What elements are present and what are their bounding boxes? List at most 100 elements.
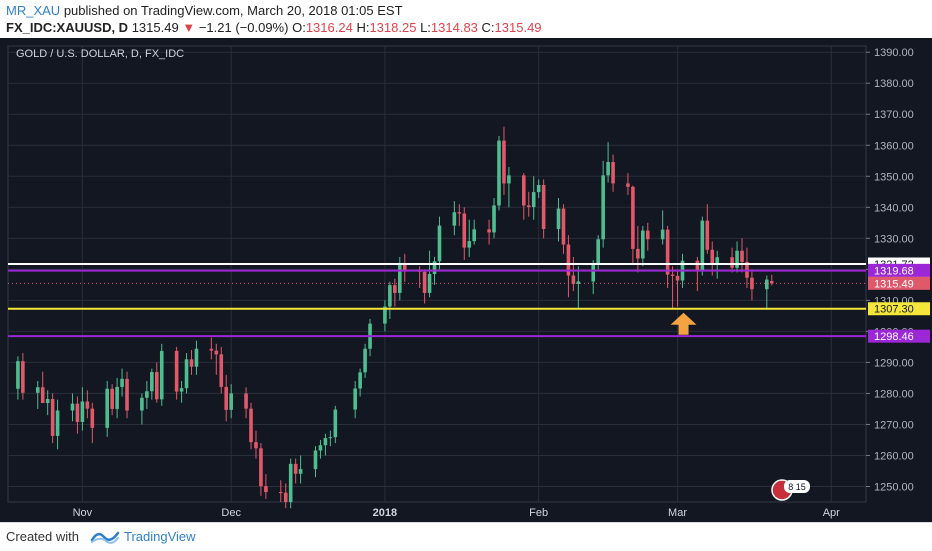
candle-down bbox=[561, 208, 566, 245]
candle-up bbox=[194, 348, 199, 367]
current-price-label: 1319.68 bbox=[874, 265, 914, 277]
candle-up bbox=[363, 348, 367, 373]
candle-up bbox=[427, 274, 432, 293]
candle-up bbox=[398, 263, 402, 293]
candle-up bbox=[606, 162, 610, 176]
candle-down bbox=[740, 250, 744, 262]
candle-up bbox=[288, 463, 293, 502]
candle-up bbox=[145, 391, 149, 398]
candle-up bbox=[184, 359, 189, 389]
close-label: C: bbox=[481, 20, 495, 35]
candle-up bbox=[318, 445, 323, 451]
candle-down bbox=[750, 277, 754, 290]
candle-down bbox=[521, 175, 526, 206]
y-tick-label: 1370.00 bbox=[874, 109, 914, 121]
candle-down bbox=[631, 186, 635, 249]
time-axis[interactable]: Nov Dec 2018 Feb Mar Apr bbox=[73, 507, 841, 519]
x-tick-label: Mar bbox=[668, 507, 687, 519]
candle-down bbox=[283, 492, 288, 502]
footer-bar: Created with TradingView bbox=[0, 522, 932, 551]
candle-up bbox=[437, 225, 442, 262]
candlestick-chart[interactable]: 1250.001260.001270.001280.001290.001300.… bbox=[0, 38, 932, 522]
candle-down bbox=[675, 275, 680, 281]
candle-up bbox=[179, 388, 184, 392]
candle-up bbox=[531, 192, 536, 207]
candle-up bbox=[229, 393, 233, 410]
y-tick-label: 1390.00 bbox=[874, 47, 914, 59]
candle-down bbox=[636, 248, 640, 259]
candle-up bbox=[601, 175, 605, 240]
candle-up bbox=[591, 265, 596, 282]
candle-up bbox=[536, 184, 541, 193]
candle-up bbox=[353, 388, 357, 410]
candle-up bbox=[432, 261, 437, 274]
candle-down bbox=[90, 408, 95, 428]
low-label: L: bbox=[420, 20, 431, 35]
candle-up bbox=[715, 257, 720, 265]
candle-up bbox=[467, 241, 472, 248]
symbol-label: FX_IDC:XAUUSD, D bbox=[6, 20, 129, 35]
price-axis[interactable]: 1250.001260.001270.001280.001290.001300.… bbox=[866, 47, 930, 493]
y-tick-label: 1350.00 bbox=[874, 171, 914, 183]
author-link[interactable]: MR_XAU bbox=[6, 3, 61, 18]
level-price-label-bg bbox=[868, 302, 930, 316]
x-tick-label: Nov bbox=[73, 507, 93, 519]
y-tick-label: 1260.00 bbox=[874, 450, 914, 462]
candle-down bbox=[705, 220, 710, 250]
candle-up bbox=[45, 399, 50, 404]
y-tick-label: 1360.00 bbox=[874, 140, 914, 152]
publish-header: MR_XAU published on TradingView.com, Mar… bbox=[0, 0, 932, 38]
x-tick-label: Feb bbox=[529, 507, 548, 519]
candle-up bbox=[383, 306, 387, 324]
candle-up bbox=[323, 438, 328, 446]
candle-down bbox=[462, 213, 467, 248]
grid-lines bbox=[8, 46, 866, 502]
created-with-label: Created with bbox=[6, 529, 79, 544]
candle-down bbox=[278, 492, 283, 494]
candle-down bbox=[154, 372, 159, 400]
candle-down bbox=[224, 386, 229, 410]
badge-pill bbox=[784, 480, 810, 493]
candle-down bbox=[264, 486, 268, 493]
tradingview-link[interactable]: TradingView bbox=[124, 529, 196, 544]
up-arrow-shape bbox=[670, 312, 697, 335]
level-price-label-bg bbox=[868, 329, 930, 343]
badge-text: 8 15 bbox=[788, 482, 806, 492]
candle-up bbox=[492, 205, 496, 233]
candle-up bbox=[80, 401, 85, 422]
candle-up bbox=[735, 250, 739, 268]
candle-up bbox=[328, 437, 333, 439]
x-tick-label: 2018 bbox=[373, 507, 397, 519]
tradingview-logo-icon[interactable] bbox=[90, 527, 120, 545]
candle-up bbox=[700, 220, 705, 270]
candle-down bbox=[710, 249, 715, 265]
candle-down bbox=[566, 244, 571, 276]
candle-up bbox=[641, 230, 645, 259]
candle-down bbox=[665, 229, 670, 275]
candle-down bbox=[189, 359, 194, 367]
candle-up bbox=[159, 350, 164, 400]
candle-down bbox=[209, 348, 214, 351]
candles bbox=[16, 126, 774, 509]
candle-down bbox=[40, 387, 45, 404]
y-tick-label: 1290.00 bbox=[874, 357, 914, 369]
candle-up bbox=[333, 409, 338, 438]
candle-down bbox=[254, 442, 258, 449]
low-value: 1314.83 bbox=[430, 20, 478, 35]
y-tick-label: 1330.00 bbox=[874, 233, 914, 245]
y-tick-label: 1380.00 bbox=[874, 78, 914, 90]
high-value: 1318.25 bbox=[369, 20, 417, 35]
candle-up bbox=[576, 281, 581, 284]
candle-up bbox=[105, 388, 109, 428]
candle-down bbox=[670, 274, 675, 276]
flag-badge-icon[interactable]: 8 15 bbox=[771, 479, 810, 501]
candle-down bbox=[526, 205, 531, 207]
candle-down bbox=[85, 401, 90, 409]
horizontal-lines bbox=[8, 263, 866, 338]
x-tick-label: Apr bbox=[823, 507, 840, 519]
open-label: O: bbox=[292, 20, 306, 35]
high-label: H: bbox=[356, 20, 370, 35]
candle-down bbox=[393, 285, 397, 293]
candle-down bbox=[695, 260, 700, 270]
y-tick-label: 1250.00 bbox=[874, 481, 914, 493]
